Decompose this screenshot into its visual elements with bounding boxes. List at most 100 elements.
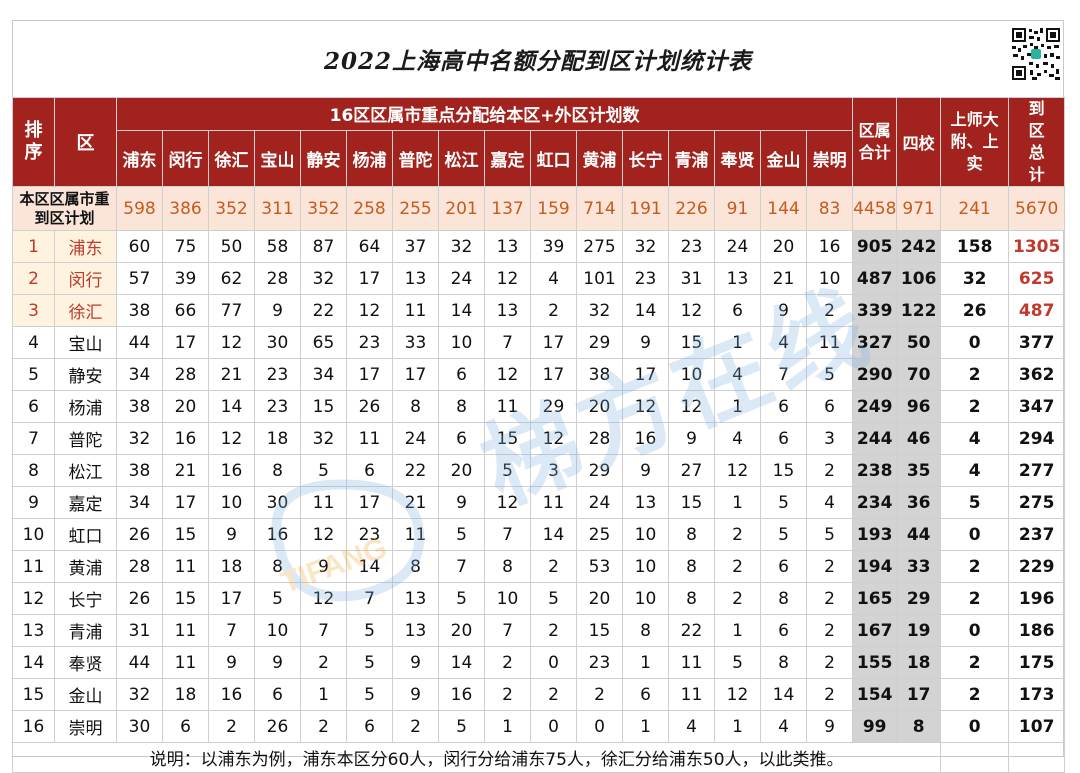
row-value: 5 <box>760 518 807 551</box>
row-rank: 11 <box>12 550 55 583</box>
row-value: 1 <box>622 710 669 743</box>
row-value: 11 <box>162 646 209 679</box>
row-value: 11 <box>668 646 715 679</box>
row-value: 34 <box>116 486 163 519</box>
header-col: 闵行 <box>162 129 209 188</box>
row-rank: 2 <box>12 262 55 295</box>
row-value: 5 <box>530 582 577 615</box>
row-value: 14 <box>438 646 485 679</box>
row-district: 黄浦 <box>54 550 117 583</box>
row-value: 21 <box>208 358 255 391</box>
row-subtotal: 194 <box>852 550 898 583</box>
row-value: 1 <box>714 390 761 423</box>
row-four-schools: 29 <box>896 582 942 615</box>
row-value: 5 <box>300 454 347 487</box>
row-value: 28 <box>116 550 163 583</box>
row-shida: 0 <box>940 518 1010 551</box>
row-rank: 16 <box>12 710 55 743</box>
table-row: 16 崇明 30 6 2 26 2 6 2 5 1 0 0 1 4 1 4 9 99 8 0 107 <box>12 710 1066 743</box>
row-value: 8 <box>484 550 531 583</box>
row-value: 2 <box>805 454 854 487</box>
row-value: 12 <box>668 390 715 423</box>
row-value: 12 <box>714 454 761 487</box>
row-value: 13 <box>392 582 439 615</box>
row-value: 5 <box>346 614 393 647</box>
row-value: 58 <box>254 230 301 263</box>
row-value: 12 <box>668 294 715 327</box>
row-value: 7 <box>484 326 531 359</box>
row-value: 16 <box>208 454 255 487</box>
row-value: 8 <box>668 550 715 583</box>
row-value: 9 <box>300 550 347 583</box>
row-value: 44 <box>116 326 163 359</box>
row-shida: 26 <box>940 294 1010 327</box>
row-total: 1305 <box>1008 230 1066 263</box>
row-value: 11 <box>805 326 854 359</box>
row-value: 0 <box>530 710 577 743</box>
row-total: 275 <box>1008 486 1066 519</box>
row-value: 1 <box>714 326 761 359</box>
row-value: 10 <box>622 550 669 583</box>
allocation-table: 排序 区 16区区属市重点分配给本区+外区计划数 区属合计 四校 上师大附、上实… <box>11 97 1066 773</box>
plan-row-label: 本区区属市重到区计划 <box>12 186 117 231</box>
header-total: 到区总计 <box>1008 97 1066 187</box>
row-rank: 9 <box>12 486 55 519</box>
row-four-schools: 17 <box>896 678 942 711</box>
row-value: 32 <box>116 422 163 455</box>
row-value: 2 <box>208 710 255 743</box>
row-value: 28 <box>254 262 301 295</box>
header-col: 奉贤 <box>714 129 761 188</box>
row-total: 294 <box>1008 422 1066 455</box>
row-subtotal: 155 <box>852 646 898 679</box>
table-row: 6 杨浦 38 20 14 23 15 26 8 8 11 29 20 12 12 1 6 6 249 96 2 347 <box>12 390 1066 423</box>
row-shida: 2 <box>940 358 1010 391</box>
row-value: 8 <box>392 390 439 423</box>
row-value: 13 <box>714 262 761 295</box>
row-value: 12 <box>714 678 761 711</box>
row-subtotal: 193 <box>852 518 898 551</box>
row-value: 38 <box>576 358 623 391</box>
row-value: 10 <box>805 262 854 295</box>
row-value: 5 <box>805 518 854 551</box>
plan-total: 5670 <box>1008 186 1066 231</box>
row-value: 6 <box>254 678 301 711</box>
row-total: 173 <box>1008 678 1066 711</box>
row-value: 2 <box>805 678 854 711</box>
row-value: 10 <box>438 326 485 359</box>
row-value: 87 <box>300 230 347 263</box>
row-four-schools: 33 <box>896 550 942 583</box>
row-value: 64 <box>346 230 393 263</box>
row-value: 6 <box>805 390 854 423</box>
row-value: 15 <box>162 582 209 615</box>
row-value: 17 <box>346 262 393 295</box>
row-value: 7 <box>484 614 531 647</box>
row-value: 26 <box>346 390 393 423</box>
row-value: 12 <box>346 294 393 327</box>
table-row: 11 黄浦 28 11 18 8 9 14 8 7 8 2 53 10 8 2 6 2 194 33 2 229 <box>12 550 1066 583</box>
header-col: 普陀 <box>392 129 439 188</box>
row-value: 12 <box>484 262 531 295</box>
row-value: 11 <box>346 422 393 455</box>
row-value: 5 <box>346 678 393 711</box>
row-value: 12 <box>484 358 531 391</box>
plan-cell: 258 <box>346 186 393 231</box>
row-value: 13 <box>622 486 669 519</box>
row-value: 8 <box>668 518 715 551</box>
row-total: 277 <box>1008 454 1066 487</box>
row-value: 23 <box>254 358 301 391</box>
row-value: 16 <box>162 422 209 455</box>
row-rank: 5 <box>12 358 55 391</box>
row-value: 2 <box>530 614 577 647</box>
row-value: 15 <box>162 518 209 551</box>
row-subtotal: 238 <box>852 454 898 487</box>
row-value: 1 <box>714 614 761 647</box>
row-value: 8 <box>622 614 669 647</box>
table-row: 9 嘉定 34 17 10 30 11 17 21 9 12 11 24 13 15 1 5 4 234 36 5 275 <box>12 486 1066 519</box>
header-shida: 上师大附、上实 <box>940 97 1010 187</box>
row-shida: 2 <box>940 582 1010 615</box>
row-four-schools: 18 <box>896 646 942 679</box>
row-value: 24 <box>392 422 439 455</box>
row-value: 29 <box>576 454 623 487</box>
row-value: 3 <box>805 422 854 455</box>
row-value: 15 <box>668 326 715 359</box>
